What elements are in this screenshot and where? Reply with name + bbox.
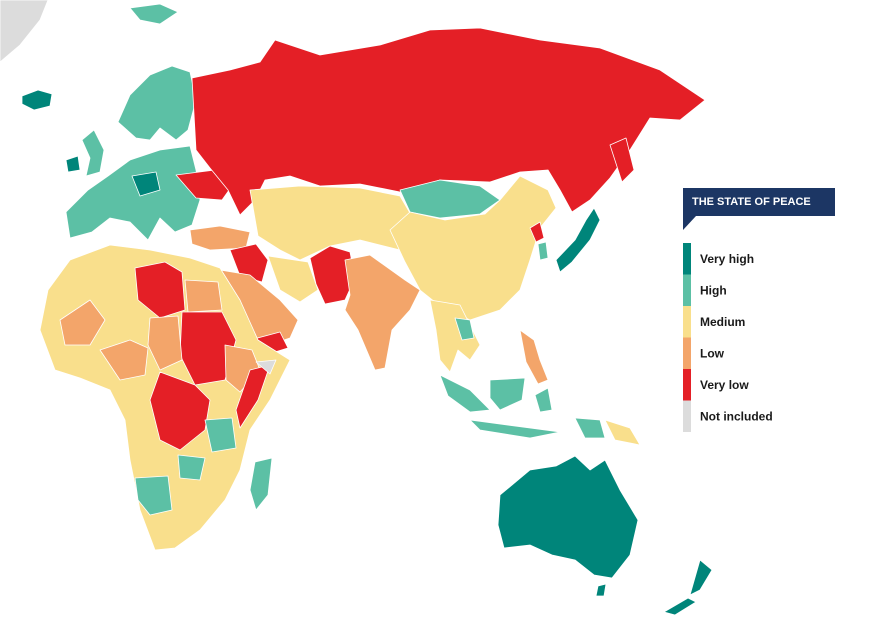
somaliland — [255, 359, 277, 375]
madagascar — [249, 457, 273, 511]
thailand — [454, 317, 475, 341]
tasmania — [595, 583, 607, 597]
greenland — [0, 0, 49, 63]
libya — [134, 261, 186, 319]
mali — [59, 299, 106, 346]
philippines — [519, 329, 549, 385]
syria-iraq — [229, 243, 269, 283]
legend-swatch — [683, 306, 691, 338]
borneo — [489, 377, 526, 411]
namibia-botswana — [134, 475, 173, 516]
legend-swatch — [683, 337, 691, 369]
tanzania — [204, 417, 237, 453]
new-guinea-west — [574, 417, 606, 439]
legend-label: Medium — [700, 315, 745, 329]
kamchatka — [609, 137, 635, 183]
chad — [147, 315, 183, 371]
sumatra — [439, 374, 491, 413]
sulawesi — [534, 387, 553, 413]
india — [344, 254, 421, 371]
legend-label: Very low — [700, 378, 749, 392]
legend-title: THE STATE OF PEACE — [692, 196, 811, 208]
legend-label: Low — [700, 347, 725, 361]
legend-title-pointer — [683, 216, 696, 230]
zambia — [177, 454, 206, 481]
north-korea — [529, 221, 545, 243]
south-korea — [537, 241, 549, 261]
southeast-asia — [429, 299, 481, 373]
legend: THE STATE OF PEACE Very high High Medium Lo… — [683, 188, 835, 432]
turkey — [189, 225, 251, 251]
legend-swatch — [683, 369, 691, 401]
svalbard — [129, 3, 179, 25]
java — [469, 419, 561, 439]
scandinavia — [117, 65, 197, 141]
legend-swatch — [683, 274, 691, 306]
world-map — [0, 0, 713, 616]
legend-swatch — [683, 400, 691, 432]
legend-label: Not included — [700, 410, 773, 424]
central-europe — [131, 171, 161, 197]
ireland — [65, 155, 81, 173]
legend-swatch — [683, 243, 691, 275]
iran — [267, 255, 319, 303]
drc-car — [149, 371, 211, 451]
japan — [555, 207, 601, 273]
legend-label: High — [700, 284, 727, 298]
central-asia — [249, 185, 421, 261]
europe — [65, 145, 201, 241]
new-zealand — [663, 559, 713, 616]
uk — [81, 129, 105, 177]
australia — [497, 455, 639, 579]
iceland — [21, 89, 53, 111]
png — [604, 419, 641, 446]
legend-label: Very high — [700, 252, 754, 266]
nigeria — [99, 339, 149, 381]
legend-title-box — [683, 188, 835, 216]
egypt — [184, 279, 223, 313]
